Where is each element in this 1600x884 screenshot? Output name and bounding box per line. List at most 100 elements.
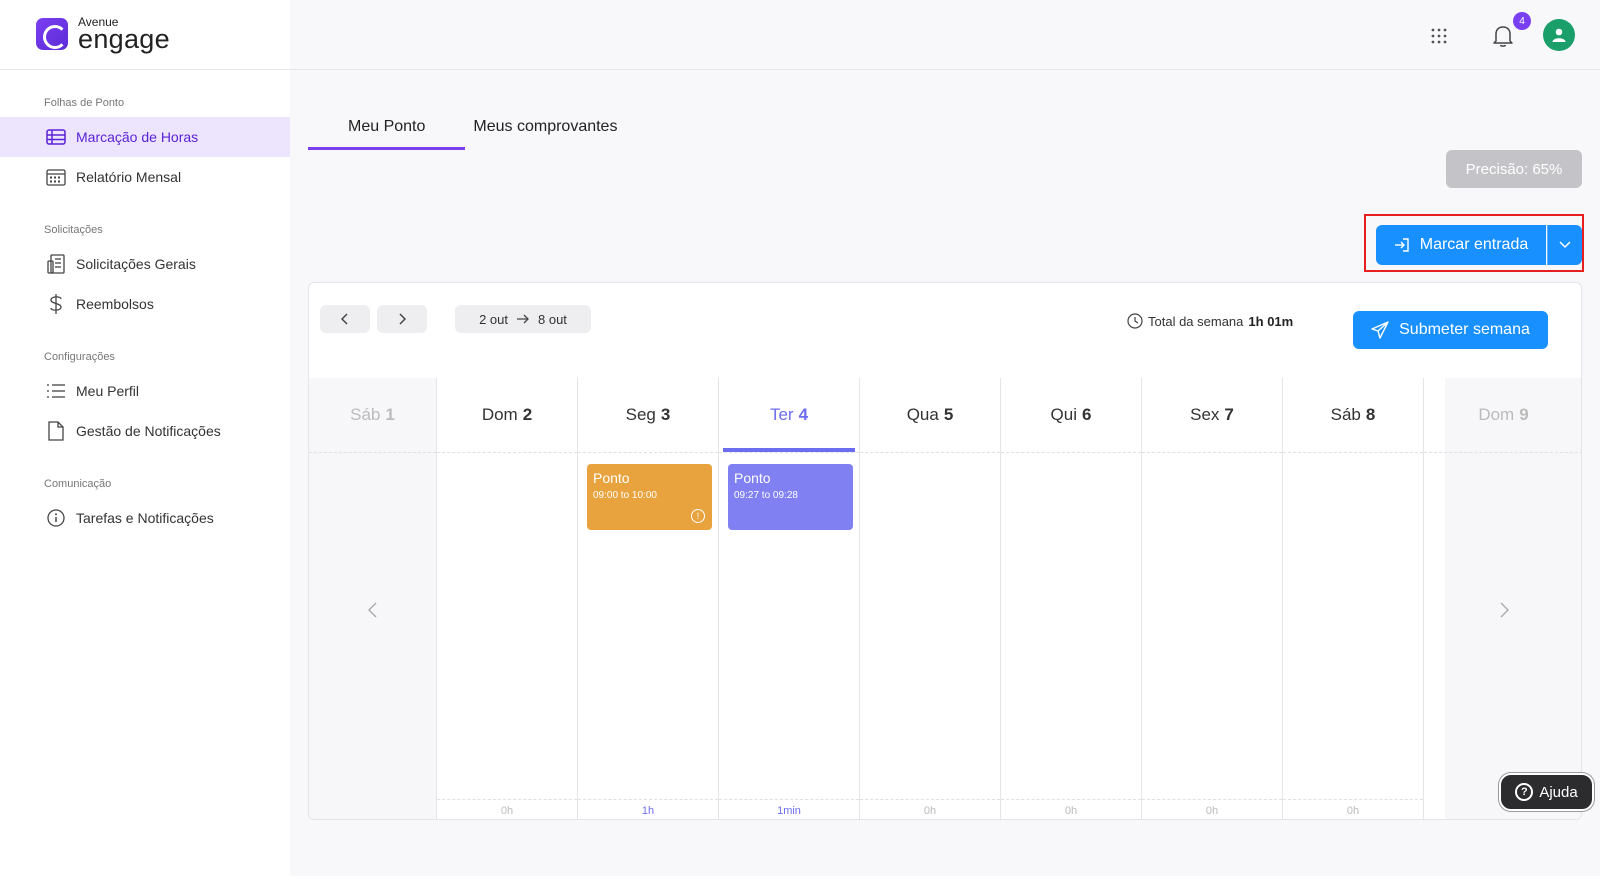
grid-outside-right <box>1445 378 1581 819</box>
range-end: 8 out <box>538 311 567 327</box>
help-button[interactable]: ? Ajuda <box>1499 773 1594 811</box>
avatar[interactable] <box>1543 19 1575 51</box>
section-title-solicitacoes: Solicitações <box>44 224 103 236</box>
submit-week-button[interactable]: Submeter semana <box>1353 311 1548 349</box>
next-week-arrow[interactable] <box>1494 600 1514 620</box>
clock-in-label: Marcar entrada <box>1419 236 1529 253</box>
sidebar-item-label: Marcação de Horas <box>76 129 199 145</box>
submit-week-label: Submeter semana <box>1399 321 1530 338</box>
sidebar-item-meu-perfil[interactable]: Meu Perfil <box>0 371 290 411</box>
question-icon: ? <box>1515 783 1534 801</box>
chevron-left-icon <box>341 313 348 325</box>
sidebar-item-tarefas-e-notificacoes[interactable]: Tarefas e Notificações <box>0 498 290 538</box>
sidebar-item-label: Tarefas e Notificações <box>76 510 214 526</box>
next-week-button[interactable] <box>377 305 427 333</box>
chevron-right-icon <box>1500 602 1509 618</box>
send-icon <box>1371 321 1389 339</box>
requests-icon <box>46 254 66 274</box>
day-number: 6 <box>1082 405 1092 424</box>
login-icon <box>1394 238 1409 252</box>
prev-week-button[interactable] <box>320 305 370 333</box>
grid-outside-left <box>309 378 436 819</box>
section-title-comunicacao: Comunicação <box>44 478 112 490</box>
chevron-right-icon <box>399 313 406 325</box>
day-total: 0h <box>437 799 577 819</box>
chevron-left-icon <box>367 602 376 618</box>
today-indicator <box>723 448 855 452</box>
day-header: Sáb 8 <box>1283 378 1423 453</box>
day-number: 3 <box>660 405 671 424</box>
document-icon <box>46 421 66 441</box>
prev-week-arrow[interactable] <box>362 600 382 620</box>
precision-badge: Precisão: 65% <box>1446 150 1582 188</box>
sidebar-item-gestao-de-notificacoes[interactable]: Gestão de Notificações <box>0 411 290 451</box>
day-header: Qua 5 <box>860 378 1000 453</box>
sidebar: Avenue engage Folhas de Ponto Marcação d… <box>0 0 290 884</box>
apps-grid-icon[interactable] <box>1421 18 1457 54</box>
day-column[interactable]: Sáb 8 0h <box>1282 378 1423 819</box>
day-column[interactable]: Qui 6 0h <box>1000 378 1141 819</box>
day-name: Dom <box>1478 405 1515 424</box>
sidebar-item-label: Relatório Mensal <box>76 169 182 185</box>
day-column[interactable]: Dom 2 0h <box>436 378 577 819</box>
clock-in-dropdown[interactable] <box>1547 225 1582 265</box>
week-range[interactable]: 2 out 8 out <box>455 305 591 333</box>
sidebar-divider <box>0 69 290 70</box>
time-entry[interactable]: Ponto 09:00 to 10:00 ! <box>587 464 712 530</box>
week-grid: Sáb 1 Dom 2 0h Seg 3 Ponto 09:00 to 10:00 !… <box>309 378 1581 819</box>
day-column: Sáb 1 <box>309 378 436 819</box>
day-column[interactable]: Qua 5 0h <box>859 378 1000 819</box>
day-column[interactable]: Seg 3 Ponto 09:00 to 10:00 ! 1h <box>577 378 718 819</box>
clock-icon <box>1127 313 1143 329</box>
highlight-box <box>1364 214 1584 272</box>
time-entry[interactable]: Ponto 09:27 to 09:28 <box>728 464 853 530</box>
day-name: Sáb <box>350 405 381 424</box>
day-header: Sex 7 <box>1142 378 1282 453</box>
bell-icon[interactable] <box>1485 18 1521 54</box>
day-name: Dom <box>481 405 518 424</box>
time-entry-time: 09:27 to 09:28 <box>734 490 798 501</box>
day-name: Sáb <box>1330 405 1361 424</box>
sidebar-item-relatorio-mensal[interactable]: Relatório Mensal <box>0 157 290 197</box>
day-name: Qua <box>906 405 939 424</box>
app-logo[interactable]: Avenue engage <box>36 14 170 54</box>
clock-in-button[interactable]: Marcar entrada <box>1376 225 1546 265</box>
day-header: Sáb 1 <box>309 378 436 453</box>
tab-meu-ponto[interactable]: Meu Ponto <box>308 108 466 150</box>
sidebar-item-label: Reembolsos <box>76 296 154 312</box>
day-name: Ter <box>769 405 794 424</box>
list-icon <box>46 381 66 401</box>
day-total: 0h <box>1283 799 1423 819</box>
sidebar-item-solicitacoes-gerais[interactable]: Solicitações Gerais <box>0 244 290 284</box>
day-column: Dom 9 <box>1423 378 1581 819</box>
day-header: Seg 3 <box>578 378 718 453</box>
day-number: 8 <box>1365 405 1376 424</box>
warning-icon: ! <box>691 509 705 523</box>
tab-meus-comprovantes[interactable]: Meus comprovantes <box>473 118 618 135</box>
day-number: 2 <box>522 405 533 424</box>
day-name: Sex <box>1190 405 1220 424</box>
week-total-label: Total da semana <box>1148 313 1244 329</box>
sidebar-item-label: Gestão de Notificações <box>76 423 221 439</box>
notification-badge: 4 <box>1513 12 1531 30</box>
dollar-icon <box>46 294 66 314</box>
week-total: Total da semana 1h 01m <box>1127 313 1293 329</box>
day-number: 4 <box>798 405 809 424</box>
day-name: Seg <box>625 405 656 424</box>
day-header: Dom 2 <box>437 378 577 453</box>
day-header: Dom 9 <box>1424 378 1581 453</box>
logo-small-text: Avenue <box>78 14 119 29</box>
day-number: 9 <box>1519 405 1529 424</box>
day-number: 5 <box>943 405 954 424</box>
top-bar <box>290 0 1600 70</box>
sidebar-item-reembolsos[interactable]: Reembolsos <box>0 284 290 324</box>
day-name: Qui <box>1050 405 1077 424</box>
sidebar-item-marcacao-de-horas[interactable]: Marcação de Horas <box>0 117 290 157</box>
timesheet-icon <box>46 127 66 147</box>
day-column[interactable]: Sex 7 0h <box>1141 378 1282 819</box>
section-title-configuracoes: Configurações <box>44 351 115 363</box>
day-column[interactable]: Ter 4 Ponto 09:27 to 09:28 1min <box>718 378 859 819</box>
week-calendar-card: 2 out 8 out Total da semana 1h 01m Subme… <box>308 282 1582 820</box>
logo-icon <box>36 18 68 50</box>
chevron-down-icon <box>1559 241 1571 249</box>
